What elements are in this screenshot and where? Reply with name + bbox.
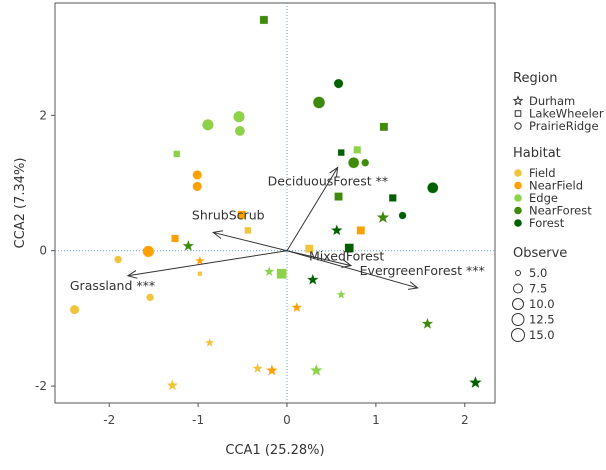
legend-label: Durham: [529, 94, 575, 108]
biplot-arrow: [128, 250, 288, 276]
data-point: [69, 304, 80, 315]
data-point: [113, 255, 123, 264]
legend-color-dot: [514, 206, 522, 215]
legend-label: PrairieRidge: [529, 119, 599, 133]
data-point: [353, 145, 362, 154]
data-point: [398, 211, 407, 220]
arrow-label: ShrubScrub: [192, 207, 265, 222]
data-point: [192, 169, 203, 180]
data-point: [194, 254, 206, 266]
legend-title: Region: [513, 71, 558, 86]
y-tick-label: -2: [35, 379, 47, 393]
data-point: [356, 225, 366, 235]
data-point: [347, 156, 360, 169]
legend-title: Habitat: [513, 146, 561, 161]
biplot-arrow: [213, 232, 288, 252]
legend-color-dot: [514, 181, 522, 190]
data-point: [192, 181, 203, 192]
x-tick-label: -1: [192, 413, 204, 427]
data-point: [312, 96, 326, 109]
data-point: [237, 210, 247, 220]
legend-label: 7.5: [529, 282, 547, 296]
y-tick-label: 0: [39, 244, 47, 258]
legend-color-dot: [514, 194, 522, 202]
data-point: [333, 78, 344, 89]
data-point: [305, 272, 320, 286]
legend-size-circle: [513, 283, 523, 294]
x-axis-label: CCA1 (25.28%): [225, 443, 324, 458]
arrow-label: EvergreenForest ***: [360, 263, 485, 278]
data-point: [181, 238, 196, 252]
arrow-label: DeciduousForest **: [268, 173, 388, 188]
data-point: [165, 378, 180, 392]
data-point: [234, 125, 246, 137]
data-point: [334, 192, 343, 201]
arrow-label: MixedForest: [309, 249, 384, 264]
data-point: [173, 150, 181, 158]
legend-size-circle: [511, 328, 525, 342]
biplot-arrow: [286, 250, 418, 288]
data-point: [468, 374, 483, 389]
y-axis-label: CCA2 (7.34%): [13, 158, 28, 249]
legend-label: Field: [529, 166, 556, 180]
data-point: [426, 181, 439, 194]
legend-label: Edge: [529, 191, 558, 205]
y-tick-label: 2: [39, 108, 47, 122]
legend-color-dot: [514, 219, 522, 227]
legend-label: LakeWheeler: [529, 107, 604, 121]
legend-label: 15.0: [529, 328, 555, 342]
x-tick-label: 0: [283, 413, 291, 427]
data-point: [361, 158, 370, 167]
data-point: [170, 234, 180, 243]
data-point: [308, 362, 324, 377]
x-tick-label: 1: [372, 413, 380, 427]
legend-label: NearForest: [529, 204, 592, 218]
legend-size-circle: [512, 298, 524, 310]
data-point: [201, 118, 214, 131]
biplot-arrow: [286, 167, 338, 251]
x-tick-label: 2: [461, 413, 469, 427]
data-point: [262, 265, 276, 278]
data-point: [388, 193, 397, 202]
data-point: [304, 244, 314, 254]
data-point: [420, 316, 435, 330]
legend-star-icon: [512, 95, 524, 106]
legend-title: Observe: [513, 246, 567, 261]
legend-color-dot: [514, 169, 522, 177]
data-point: [335, 288, 347, 300]
data-point: [265, 363, 279, 377]
legend-label: 12.5: [529, 313, 555, 327]
data-point: [145, 293, 155, 302]
legend-size-circle: [515, 270, 521, 276]
data-point: [251, 361, 264, 374]
data-point: [329, 223, 344, 237]
legend-label: Forest: [529, 216, 565, 230]
data-point: [244, 226, 252, 235]
legend-size-circle: [511, 313, 525, 326]
x-tick-label: -2: [103, 413, 115, 427]
data-point: [379, 122, 389, 132]
data-point: [259, 15, 269, 25]
data-point: [375, 209, 391, 224]
data-point: [232, 110, 246, 123]
legend-label: 5.0: [529, 266, 547, 280]
legend-square-icon: [514, 110, 522, 117]
arrow-label: Grassland ***: [70, 278, 155, 293]
data-point: [142, 245, 155, 258]
data-point: [203, 336, 216, 348]
data-point: [337, 148, 345, 157]
legend-label: NearField: [529, 179, 583, 193]
plot-panel: [54, 2, 496, 404]
biplot-arrow: [286, 250, 351, 266]
data-point: [197, 271, 203, 277]
data-point: [290, 300, 304, 313]
data-point: [344, 243, 355, 253]
legend-circle-icon: [514, 122, 522, 130]
legend-label: 10.0: [529, 297, 555, 311]
data-point: [276, 268, 287, 280]
